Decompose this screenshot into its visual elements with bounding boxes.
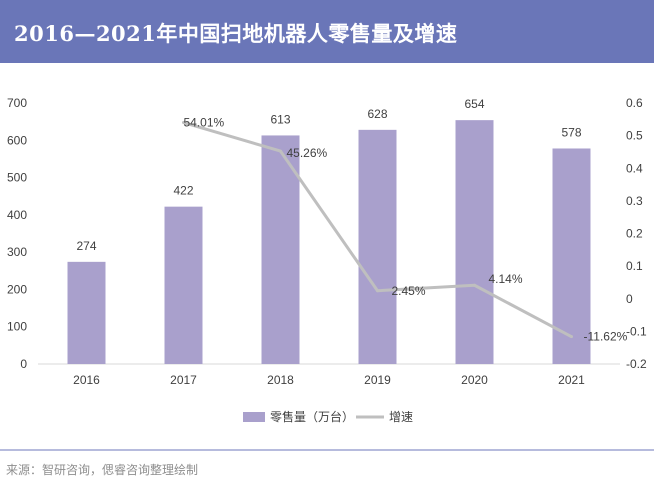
growth-point xyxy=(570,335,573,339)
x-tick-label: 2019 xyxy=(364,373,391,387)
bar xyxy=(164,206,203,364)
source-note: 来源：智研咨询，偲睿咨询整理绘制 xyxy=(6,463,199,477)
bar-value-label: 274 xyxy=(76,239,96,253)
bar xyxy=(261,135,300,364)
sales-growth-chart: 0 100 200 300 400 500 600 700 -0.2 -0.1 0 0.1 0.2 0.3… xyxy=(7,96,647,424)
y-left-tick-label: 300 xyxy=(7,245,27,259)
bar xyxy=(358,129,397,364)
bar-value-label: 628 xyxy=(367,107,387,121)
legend-label-line: 增速 xyxy=(389,410,413,424)
x-tick-label: 2017 xyxy=(170,373,197,387)
page-title: 2016—2021年中国扫地机器人零售量及增速 xyxy=(14,21,458,46)
bar-value-label: 422 xyxy=(173,184,193,198)
y-right-tick-label: -0.2 xyxy=(626,357,647,371)
growth-point xyxy=(279,149,282,153)
y-right-tick-label: 0.5 xyxy=(626,129,643,143)
line-value-label: -11.62% xyxy=(584,330,628,344)
y-right-tick-label: 0.2 xyxy=(626,227,643,241)
y-right-tick-label: 0.3 xyxy=(626,194,643,208)
x-tick-label: 2021 xyxy=(558,373,585,387)
y-right-tick-label: 0.6 xyxy=(626,96,643,110)
footer-divider xyxy=(0,449,654,451)
y-left-tick-label: 200 xyxy=(7,282,27,296)
bar-value-label: 578 xyxy=(561,125,581,139)
y-left-tick-label: 600 xyxy=(7,133,27,147)
line-series xyxy=(182,121,573,339)
bar-value-label: 654 xyxy=(464,97,484,111)
legend-label-bar: 零售量（万台） xyxy=(270,409,354,424)
growth-point xyxy=(376,289,379,293)
bar-series xyxy=(67,120,591,364)
growth-point xyxy=(473,283,476,287)
data-labels: 274 422 613 628 654 578 54.01% 45.26% 2.45% 4.14%… xyxy=(76,97,627,344)
x-tick-label: 2016 xyxy=(73,373,100,387)
y-left-tick-label: 0 xyxy=(20,357,27,371)
legend-swatch-bar xyxy=(243,412,265,422)
line-value-label: 4.14% xyxy=(489,272,523,286)
bar xyxy=(552,148,591,364)
x-tick-label: 2020 xyxy=(461,373,488,387)
y-right-tick-label: 0 xyxy=(626,292,633,306)
x-tick-label: 2018 xyxy=(267,373,294,387)
growth-point xyxy=(182,121,185,125)
y-right-tick-label: 0.1 xyxy=(626,259,643,273)
bar xyxy=(455,120,494,364)
y-left-tick-label: 700 xyxy=(7,96,27,110)
bar-value-label: 613 xyxy=(270,112,290,126)
line-value-label: 45.26% xyxy=(287,146,328,160)
y-left-tick-label: 500 xyxy=(7,171,27,185)
title-banner: 2016—2021年中国扫地机器人零售量及增速 xyxy=(0,0,654,63)
line-value-label: 54.01% xyxy=(184,116,225,130)
y-left-tick-label: 400 xyxy=(7,208,27,222)
y-right-tick-label: -0.1 xyxy=(626,324,647,338)
y-right-tick-label: 0.4 xyxy=(626,161,643,175)
legend: 零售量（万台） 增速 xyxy=(243,409,413,424)
bar xyxy=(67,261,106,364)
axes: 0 100 200 300 400 500 600 700 -0.2 -0.1 0 0.1 0.2 0.3… xyxy=(7,96,647,387)
line-value-label: 2.45% xyxy=(392,284,426,298)
y-left-tick-label: 100 xyxy=(7,320,27,334)
